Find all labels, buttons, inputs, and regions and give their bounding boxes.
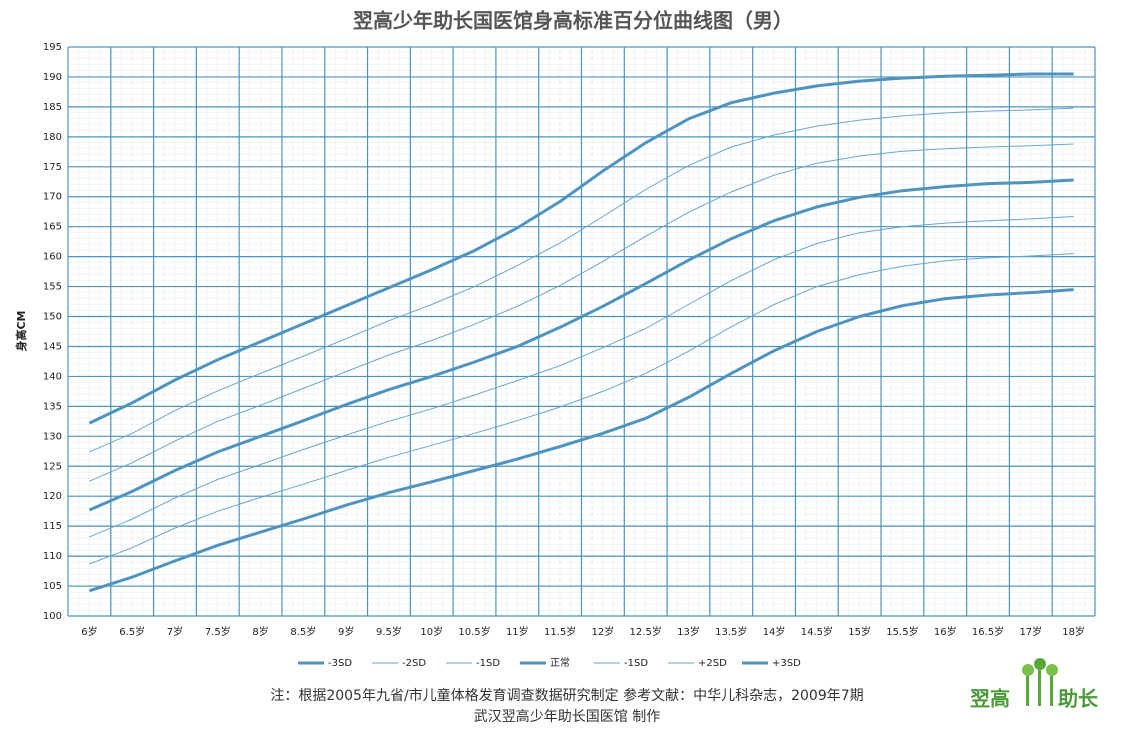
y-tick-label: 180 — [43, 132, 62, 143]
x-tick-label: 12.5岁 — [630, 625, 662, 638]
series-line — [89, 143, 1074, 482]
x-tick-label: 16.5岁 — [972, 625, 1004, 638]
x-tick-label: 11.5岁 — [544, 625, 576, 638]
y-tick-label: 185 — [43, 102, 62, 113]
x-tick-label: 11岁 — [506, 625, 529, 638]
x-tick-label: 6岁 — [81, 625, 97, 638]
y-tick-label: 195 — [43, 42, 62, 53]
legend-label: +3SD — [772, 658, 801, 669]
series-line — [88, 178, 1074, 512]
x-tick-label: 15.5岁 — [886, 625, 918, 638]
y-axis-label: 身高CM — [14, 310, 28, 351]
legend-label: -1SD — [476, 658, 500, 669]
x-tick-label: 14岁 — [763, 625, 786, 638]
y-tick-label: 140 — [43, 371, 62, 382]
y-tick-label: 130 — [43, 431, 62, 442]
logo-text: 助长 — [1058, 687, 1099, 711]
x-tick-label: 9.5岁 — [376, 625, 402, 638]
y-tick-label: 170 — [43, 192, 62, 203]
y-tick-label: 135 — [43, 401, 62, 412]
y-tick-label: 150 — [43, 312, 62, 323]
y-tick-label: 115 — [43, 521, 62, 532]
x-tick-label: 7.5岁 — [205, 625, 231, 638]
x-tick-label: 13岁 — [677, 625, 700, 638]
logo-text: 翌高 — [970, 687, 1010, 711]
y-tick-label: 105 — [43, 581, 62, 592]
y-tick-label: 160 — [43, 252, 62, 263]
series-line — [89, 216, 1074, 538]
footnote: 武汉翌高少年助长国医馆 制作 — [474, 708, 660, 725]
x-tick-label: 13.5岁 — [715, 625, 747, 638]
y-tick-label: 100 — [43, 611, 62, 622]
series-line — [88, 288, 1074, 593]
x-tick-label: 15岁 — [848, 625, 871, 638]
chart-title: 翌高少年助长国医馆身高标准百分位曲线图（男） — [353, 9, 793, 33]
x-tick-label: 6.5岁 — [119, 625, 145, 638]
x-tick-label: 10岁 — [420, 625, 443, 638]
x-tick-label: 9岁 — [338, 625, 354, 638]
x-tick-label: 8.5岁 — [290, 625, 316, 638]
y-tick-label: 120 — [43, 491, 62, 502]
legend-label: -2SD — [402, 658, 426, 669]
legend-label: -3SD — [328, 658, 352, 669]
y-tick-label: 175 — [43, 162, 62, 173]
x-tick-label: 18岁 — [1062, 625, 1085, 638]
x-tick-label: 12岁 — [592, 625, 615, 638]
y-tick-label: 125 — [43, 461, 62, 472]
y-tick-label: 190 — [43, 72, 62, 83]
series-line — [89, 253, 1074, 565]
series-line — [89, 107, 1074, 453]
y-tick-label: 145 — [43, 341, 62, 352]
y-tick-label: 110 — [43, 551, 62, 562]
series-line — [88, 72, 1074, 425]
x-tick-label: 14.5岁 — [801, 625, 833, 638]
footnote: 注：根据2005年九省/市儿童体格发育调查数据研究制定 参考文献：中华儿科杂志，… — [270, 687, 863, 704]
logo-icon — [1022, 658, 1058, 706]
x-tick-label: 8岁 — [252, 625, 268, 638]
x-tick-label: 10.5岁 — [458, 625, 490, 638]
y-tick-label: 165 — [43, 222, 62, 233]
legend-label: 正常 — [550, 656, 570, 669]
legend-label: -1SD — [624, 658, 648, 669]
x-tick-label: 17岁 — [1019, 625, 1042, 638]
y-tick-label: 155 — [43, 282, 62, 293]
legend-label: +2SD — [698, 658, 727, 669]
x-tick-label: 16岁 — [934, 625, 957, 638]
x-tick-label: 7岁 — [167, 625, 183, 638]
